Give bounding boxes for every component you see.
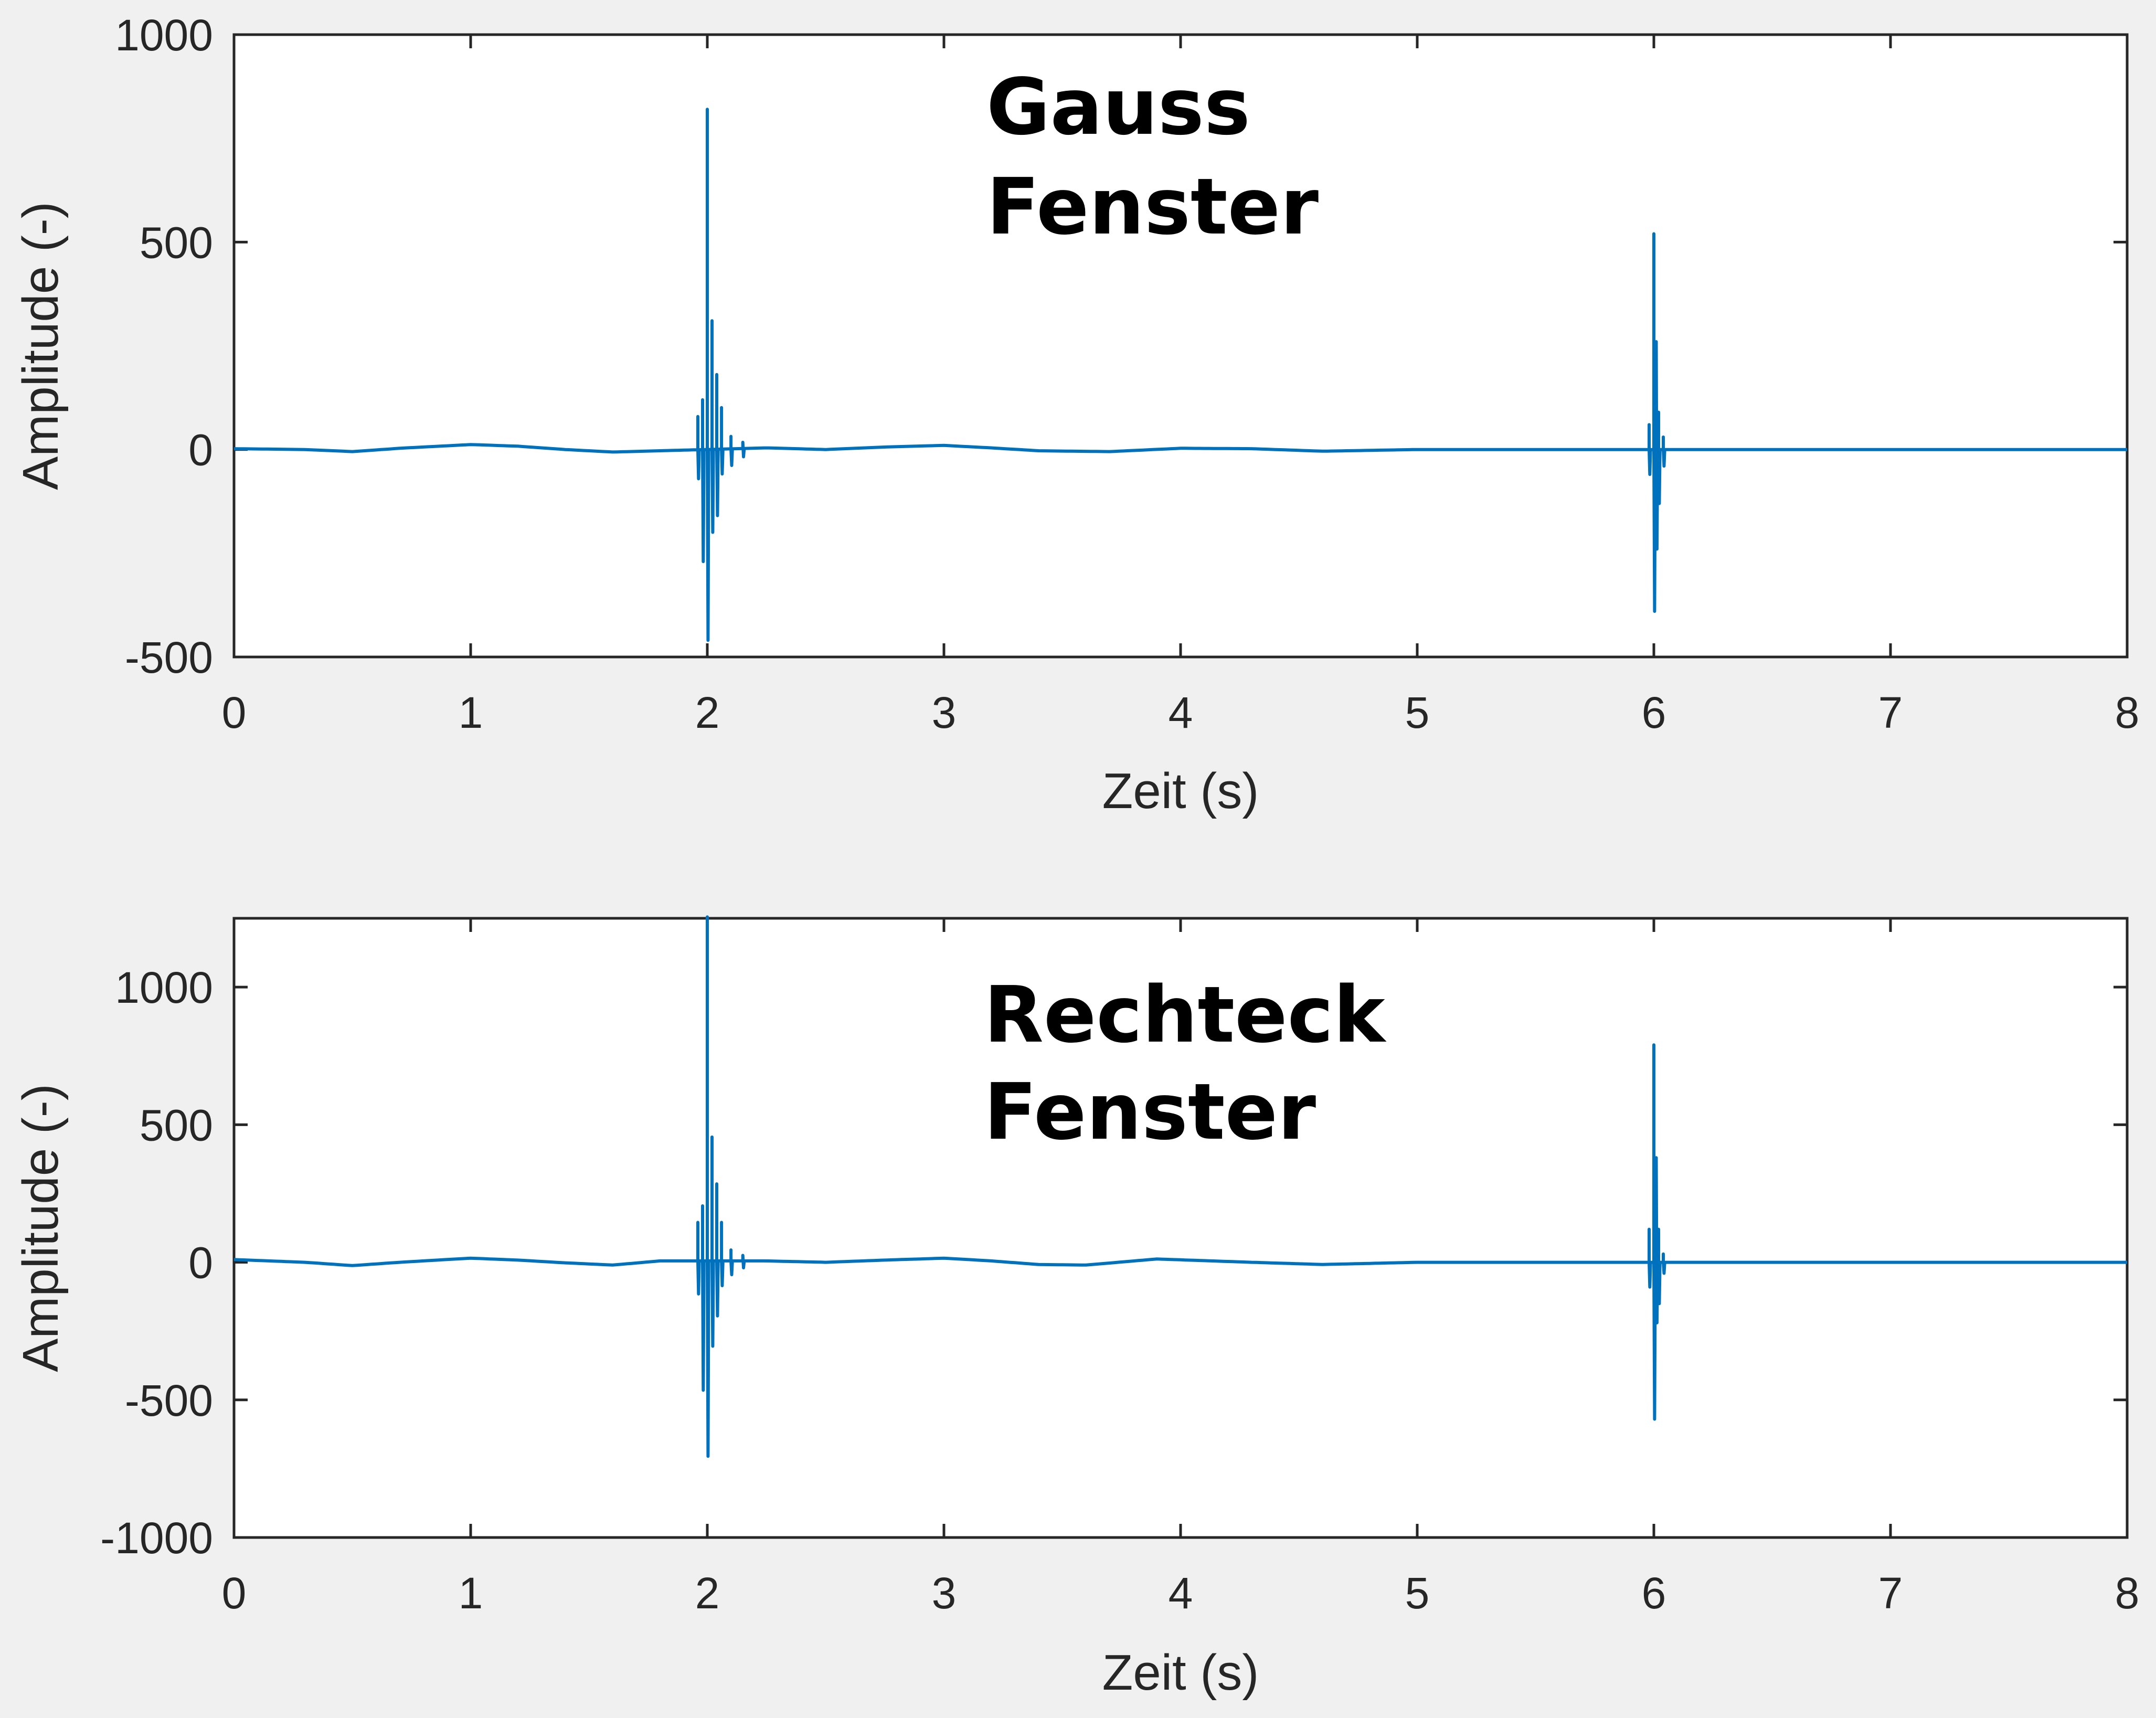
y-axis-label: Amplitude (-)	[13, 1084, 69, 1372]
annotation-line-1: Gauss	[986, 62, 1250, 152]
x-axis-label: Zeit (s)	[1102, 1645, 1259, 1701]
y-tick-label: 500	[140, 218, 213, 267]
annotation-line-2: Fenster	[986, 162, 1319, 252]
x-tick-label: 5	[1405, 688, 1430, 737]
x-tick-label: 1	[459, 1568, 483, 1618]
x-tick-label: 6	[1642, 1568, 1666, 1618]
signal-line	[233, 915, 2127, 1458]
annotation-line-1: Rechteck	[984, 970, 1387, 1060]
x-tick-label: 1	[459, 688, 483, 737]
x-tick-label: 0	[222, 688, 247, 737]
x-tick-label: 2	[695, 688, 720, 737]
annotation-line-2: Fenster	[984, 1067, 1316, 1157]
x-axis-label: Zeit (s)	[1102, 763, 1259, 819]
x-tick-label: 3	[932, 1568, 957, 1618]
x-tick-label: 5	[1405, 1568, 1430, 1618]
x-tick-label: 7	[1878, 688, 1903, 737]
x-tick-label: 4	[1169, 1568, 1193, 1618]
y-tick-label: 0	[188, 1238, 213, 1288]
x-tick-label: 3	[932, 688, 957, 737]
tick-labels: 0 1 2 3 4 5 6 7 8 -1000 -500 0 500 1000	[100, 963, 2139, 1618]
y-tick-label: 0	[188, 426, 213, 475]
y-tick-label: 1000	[115, 963, 213, 1012]
rechteck-window-plot: 0 1 2 3 4 5 6 7 8 -1000 -500 0 500 1000 Zeit (s) Ampl…	[13, 915, 2139, 1701]
y-tick-label: -1000	[100, 1513, 213, 1563]
plot-area	[232, 33, 2129, 659]
y-tick-label: 1000	[115, 10, 213, 60]
x-tick-label: 2	[695, 1568, 720, 1618]
x-tick-label: 4	[1169, 688, 1193, 737]
y-axis-label: Amplitude (-)	[13, 202, 69, 490]
x-tick-label: 0	[222, 1568, 247, 1618]
y-tick-label: 500	[140, 1100, 213, 1150]
x-tick-label: 6	[1642, 688, 1666, 737]
x-tick-label: 8	[2115, 1568, 2140, 1618]
y-tick-label: -500	[125, 633, 213, 682]
x-tick-label: 7	[1878, 1568, 1903, 1618]
y-tick-label: -500	[125, 1376, 213, 1425]
signal-line	[233, 108, 2127, 642]
x-tick-label: 8	[2115, 688, 2140, 737]
